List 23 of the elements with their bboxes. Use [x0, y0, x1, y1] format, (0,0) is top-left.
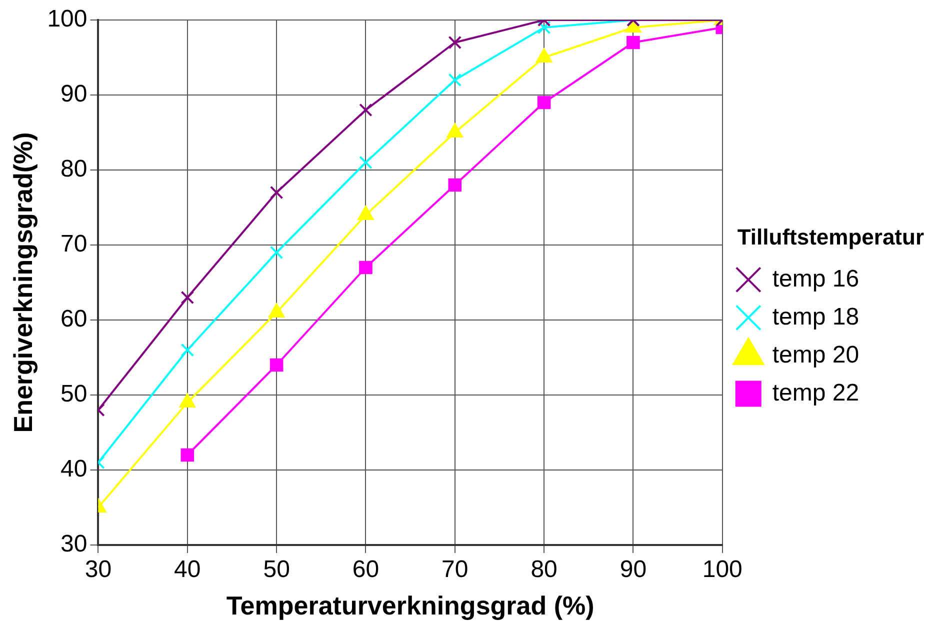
y-tick-label: 30 [60, 530, 88, 558]
legend-label: temp 20 [772, 341, 860, 368]
y-tick-label: 70 [60, 230, 88, 258]
x-tick-label: 50 [263, 556, 290, 584]
y-tick-label: 50 [60, 380, 88, 408]
x-tick-label: 70 [442, 556, 468, 584]
x-tick-label: 100 [702, 556, 742, 584]
legend-title: Tilluftstemperatur [737, 224, 924, 250]
legend-label: temp 22 [772, 379, 860, 406]
y-tick-label: 90 [60, 80, 88, 108]
x-tick-label: 40 [174, 556, 201, 584]
y-axis-title: Energiverkningsgrad(%) [8, 132, 38, 433]
x-tick-label: 30 [84, 556, 112, 584]
x-tick-label: 60 [352, 556, 380, 584]
x-axis-title: Temperaturverkningsgrad (%) [226, 590, 594, 621]
x-tick-label: 90 [620, 556, 647, 584]
y-tick-label: 60 [60, 306, 88, 333]
y-tick-label: 40 [60, 456, 88, 483]
y-tick-label: 100 [47, 6, 88, 33]
y-tick-label: 80 [60, 156, 88, 183]
x-tick-label: 80 [530, 556, 558, 584]
legend-label: temp 16 [772, 265, 860, 292]
legend-label: temp 18 [772, 303, 860, 330]
